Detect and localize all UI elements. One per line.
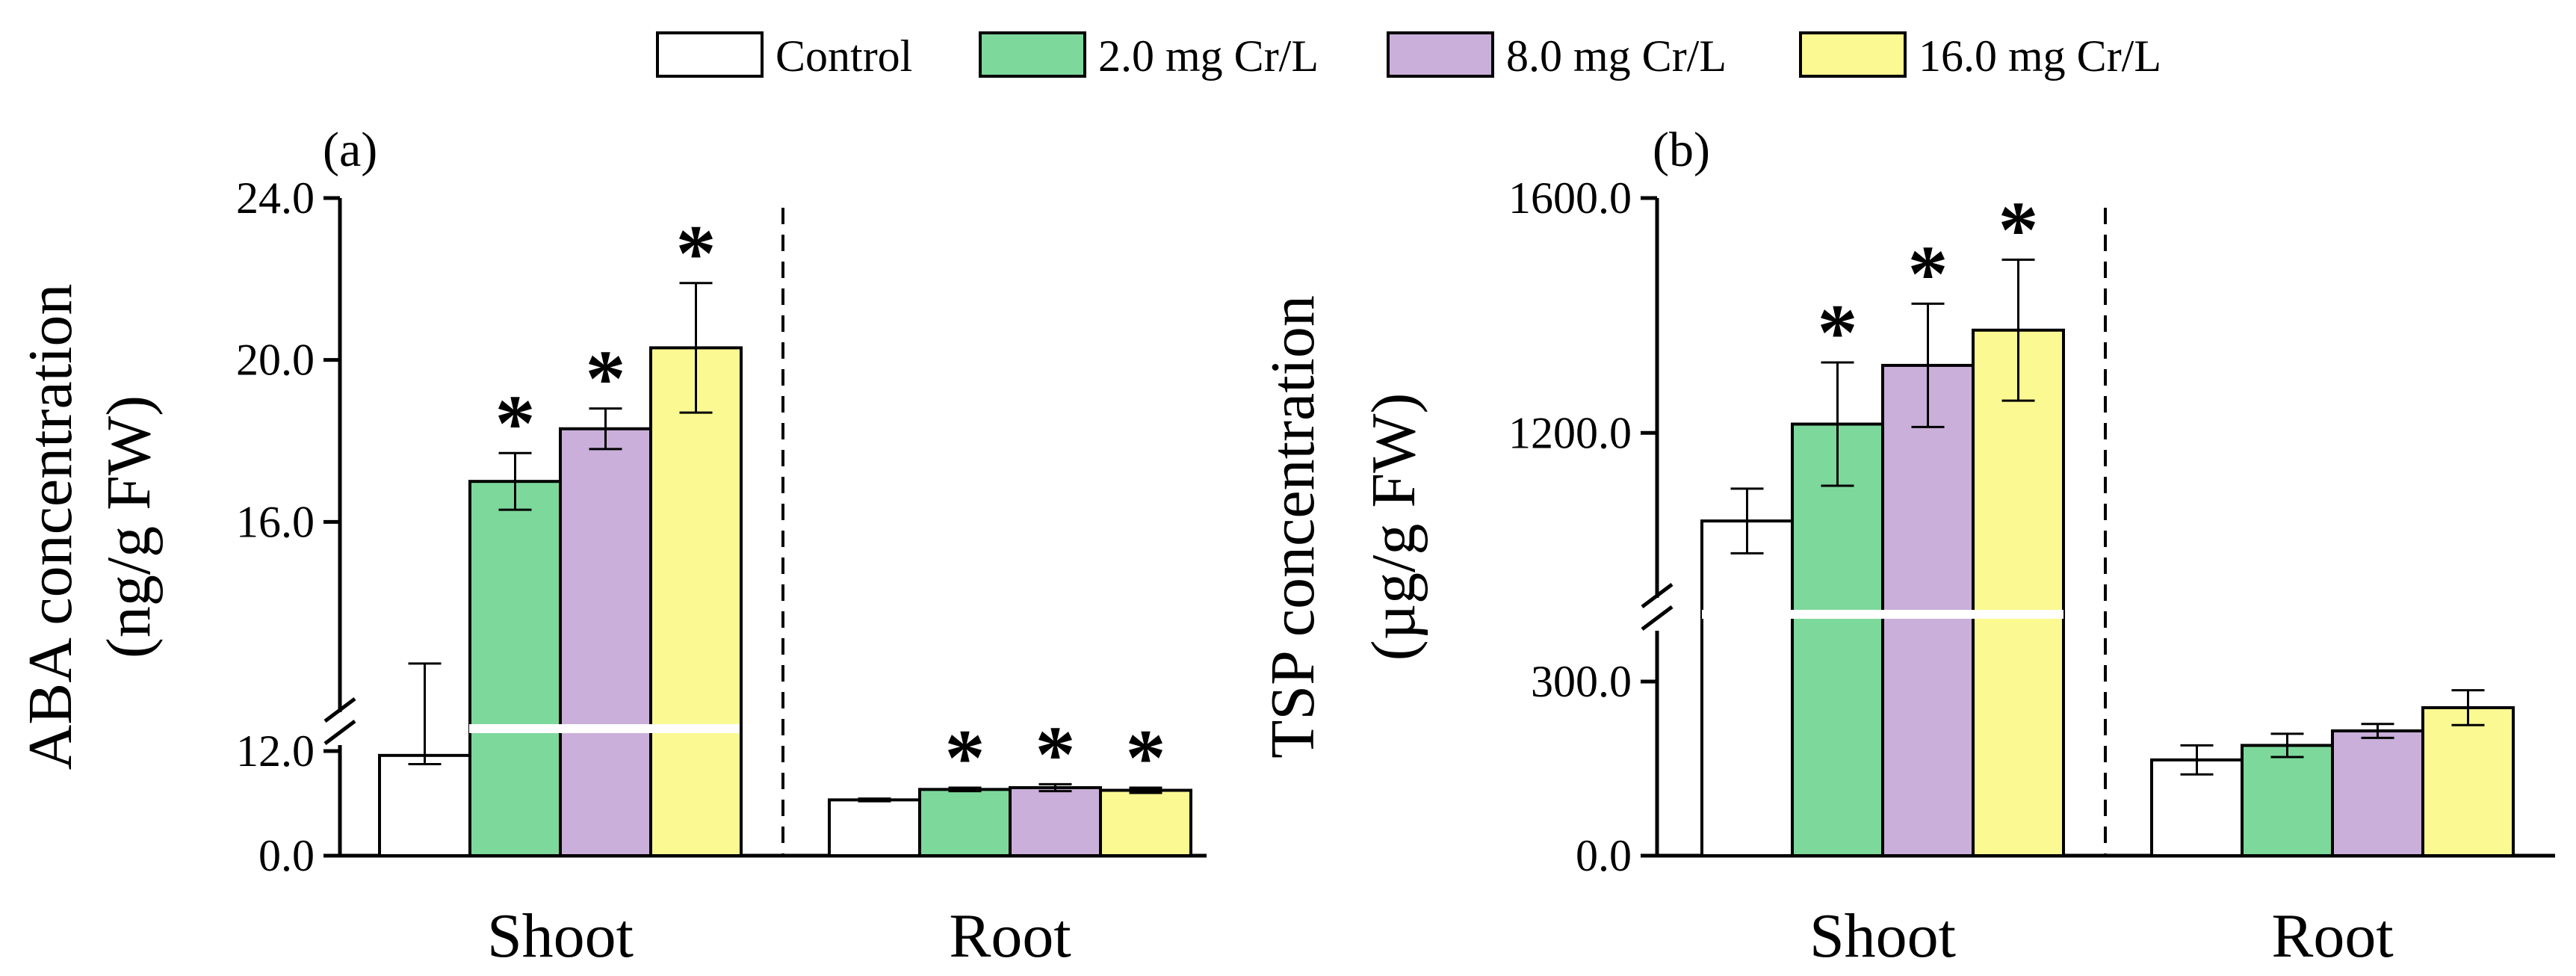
significance-marker: * xyxy=(1035,710,1076,799)
legend-swatch-4 xyxy=(1799,31,1907,78)
bar-root-2 xyxy=(2241,744,2334,858)
bar-shoot-1 xyxy=(378,753,471,857)
legend-swatch-2 xyxy=(979,31,1086,78)
bar-shoot-2 xyxy=(468,480,562,858)
category-label-root: Root xyxy=(2271,901,2393,971)
category-label-shoot: Shoot xyxy=(1809,901,1956,971)
y-tick-label: 0.0 xyxy=(1576,831,1632,880)
panel-label: (a) xyxy=(323,123,377,177)
bar-shoot-4 xyxy=(1972,328,2065,857)
significance-marker: * xyxy=(1908,229,1948,318)
category-label-root: Root xyxy=(949,901,1071,971)
category-label-shoot: Shoot xyxy=(487,901,634,971)
axis-break-mark-1 xyxy=(323,697,356,723)
bar-shoot-2 xyxy=(1791,422,1884,857)
legend: Control 2.0 mg Cr/L 8.0 mg Cr/L 16.0 mg Cr/… xyxy=(656,31,2161,81)
significance-marker: * xyxy=(1126,714,1166,803)
bar-shoot-1 xyxy=(1700,519,1794,858)
y-tick-label: 24.0 xyxy=(236,173,315,223)
y-tick-label: 16.0 xyxy=(236,497,315,546)
panel-a-aba-chart: 0.0 12.0 16.0 20.0 24.0 * * * Shoot * * * Root (a) ABA… xyxy=(16,123,1207,971)
significance-marker: * xyxy=(1818,288,1858,377)
legend-label-2: 2.0 mg Cr/L xyxy=(1098,31,1319,81)
y-tick-label: 1600.0 xyxy=(1508,173,1632,223)
y-tick-label: 20.0 xyxy=(236,336,315,385)
legend-label-3: 8.0 mg Cr/L xyxy=(1506,31,1727,81)
panel-label: (b) xyxy=(1653,123,1710,177)
significance-marker: * xyxy=(945,714,985,803)
significance-marker: * xyxy=(586,335,626,424)
y-axis-title: ABA concentration xyxy=(16,284,85,770)
panel-b-tsp-chart: 0.0 300.0 1200.0 1600.0 * * * Shoot Root (b) TSP c… xyxy=(1258,123,2555,971)
legend-swatch-1 xyxy=(656,31,764,78)
bar-shoot-3 xyxy=(559,427,652,857)
bar-shoot-4 xyxy=(649,346,743,857)
legend-swatch-3 xyxy=(1387,31,1494,78)
y-tick-label: 0.0 xyxy=(258,831,315,880)
bar-root-4 xyxy=(1099,788,1192,857)
y-tick-label: 1200.0 xyxy=(1508,408,1632,457)
bar-root-1 xyxy=(828,798,921,858)
y-tick-label: 300.0 xyxy=(1531,657,1632,706)
y-axis-unit: (µg/g FW) xyxy=(1359,393,1428,661)
legend-label-4: 16.0 mg Cr/L xyxy=(1919,31,2161,81)
bar-root-4 xyxy=(2421,705,2515,858)
legend-label-1: Control xyxy=(775,31,912,81)
axis-break-mark-1 xyxy=(1641,583,1674,608)
bar-root-3 xyxy=(2331,729,2424,857)
y-axis-unit: (ng/g FW) xyxy=(94,395,164,658)
significance-marker: * xyxy=(1998,186,2039,275)
significance-marker: * xyxy=(495,379,536,468)
axis-break-mark-2 xyxy=(1641,605,1674,631)
significance-marker: * xyxy=(676,209,716,298)
y-tick-label: 12.0 xyxy=(236,726,315,776)
y-axis-title: TSP concentration xyxy=(1258,295,1328,759)
bar-root-3 xyxy=(1009,786,1102,857)
axis-break-mark-2 xyxy=(323,720,356,745)
